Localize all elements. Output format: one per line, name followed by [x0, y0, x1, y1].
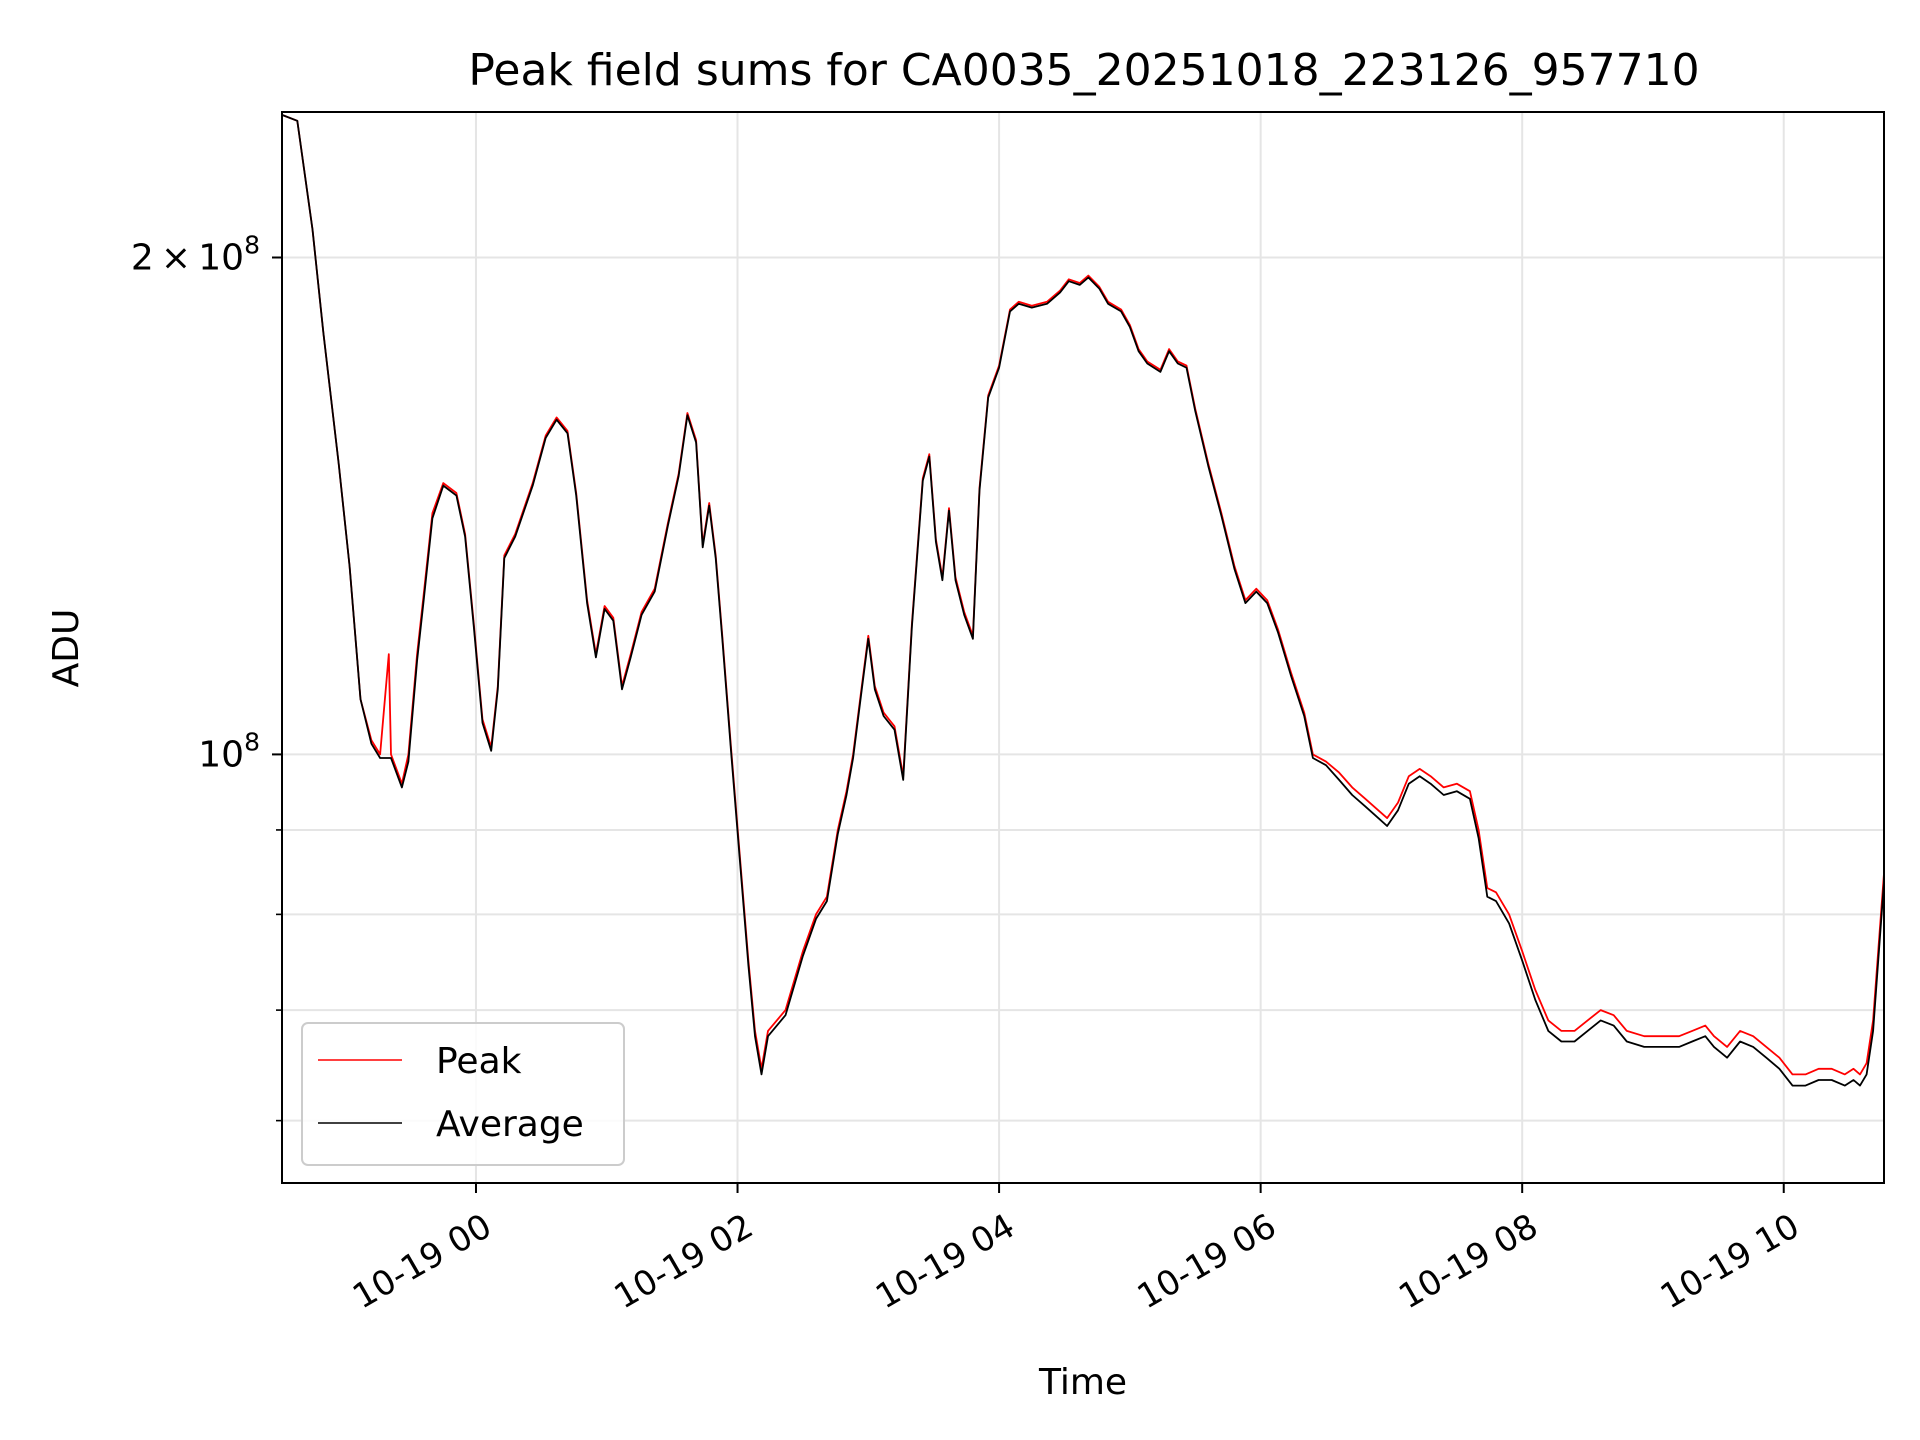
series-layer — [282, 114, 1884, 1087]
legend-label-peak: Peak — [436, 1041, 522, 1082]
series-line-peak — [282, 114, 1884, 1076]
legend: Peak Average — [301, 1022, 625, 1166]
x-axis-label: Time — [1038, 1362, 1127, 1403]
chart-title: Peak field sums for CA0035_20251018_2231… — [468, 45, 1699, 96]
legend-box — [301, 1022, 625, 1166]
legend-label-average: Average — [436, 1104, 584, 1145]
y-tick-label: 2 × 108 — [131, 230, 260, 278]
grid-layer — [282, 112, 1884, 1183]
y-axis-label: ADU — [46, 609, 87, 688]
plot-frame — [281, 111, 1885, 1184]
series-line-average — [282, 114, 1884, 1087]
